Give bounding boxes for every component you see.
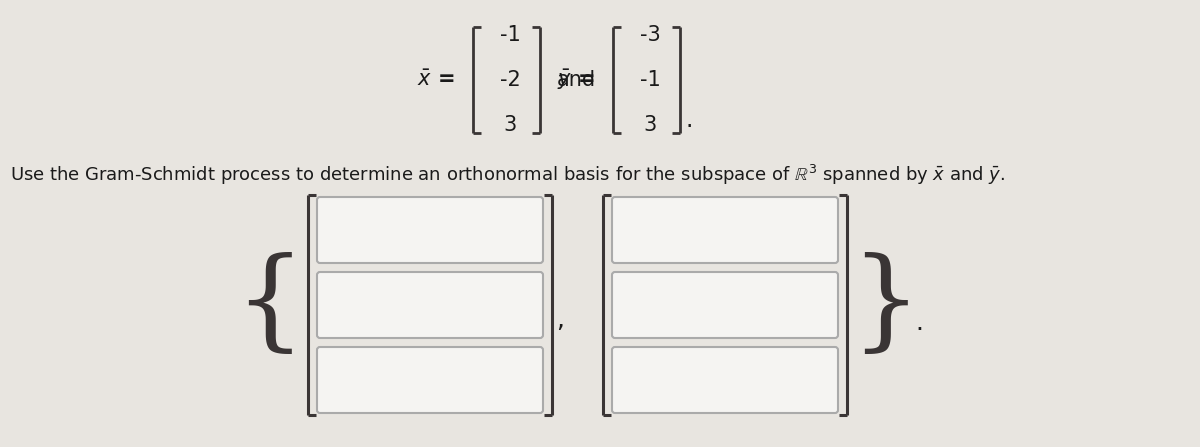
FancyBboxPatch shape [317,272,542,338]
Text: ,: , [556,308,564,332]
FancyBboxPatch shape [612,347,838,413]
Text: $\bar{y}$ =: $\bar{y}$ = [558,68,595,92]
Text: $\bar{x}$ =: $\bar{x}$ = [418,70,455,90]
Text: 3: 3 [643,115,656,135]
FancyBboxPatch shape [612,197,838,263]
Text: -1: -1 [640,70,660,90]
Text: -3: -3 [640,25,660,45]
Text: -2: -2 [499,70,521,90]
Text: and: and [557,70,595,90]
Text: }: } [850,252,920,358]
Text: {: { [235,252,305,358]
FancyBboxPatch shape [317,347,542,413]
Text: Use the Gram-Schmidt process to determine an orthonormal basis for the subspace : Use the Gram-Schmidt process to determin… [10,163,1006,187]
Text: -1: -1 [499,25,521,45]
Text: 3: 3 [503,115,517,135]
FancyBboxPatch shape [317,197,542,263]
FancyBboxPatch shape [612,272,838,338]
Text: .: . [916,311,923,335]
Text: .: . [685,108,692,132]
